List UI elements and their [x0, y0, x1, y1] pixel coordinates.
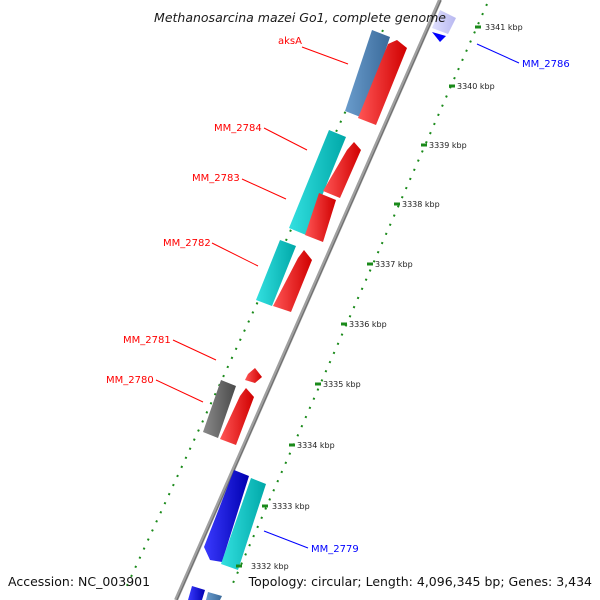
gene-label-MM_2779[interactable]: MM_2779: [311, 544, 359, 555]
gene-labels: aksA MM_2784 MM_2783 MM_2782 MM_2781 MM_…: [106, 36, 570, 555]
tick-label: 3340 kbp: [457, 82, 495, 91]
tick-labels: 3341 kbp 3340 kbp 3339 kbp 3338 kbp 3337…: [251, 23, 523, 571]
gene-MM_2779-reverse-cyan: [221, 478, 266, 570]
gene-features: [188, 10, 456, 600]
gene-MM_2783-forward: [305, 193, 336, 242]
gene-MM_2781-forward: [245, 368, 262, 383]
gene-MM_2782-reverse: [256, 240, 296, 306]
gene-label-MM_2780[interactable]: MM_2780: [106, 375, 154, 386]
gene-label-MM_2782[interactable]: MM_2782: [163, 238, 211, 249]
tick-label: 3337 kbp: [375, 260, 413, 269]
accession-text: Accession: NC_003901: [8, 574, 151, 589]
tick-marks: [236, 25, 481, 568]
gene-label-MM_2784[interactable]: MM_2784: [214, 123, 262, 134]
tick-label: 3338 kbp: [402, 200, 440, 209]
tick-label: 3336 kbp: [349, 320, 387, 329]
gene-MM_2780-forward: [220, 388, 254, 445]
gene-MM_2782-forward: [273, 250, 312, 312]
gene-MM_2786-arrow: [432, 32, 446, 42]
gene-MM_2786-reverse: [432, 10, 456, 34]
gene-bottom-steel: [206, 592, 222, 600]
tick-label: 3333 kbp: [272, 502, 310, 511]
tick-label: 3332 kbp: [251, 562, 289, 571]
label-leader-lines: [155, 43, 520, 549]
gene-MM_2784-reverse: [289, 130, 346, 235]
gene-MM_2779-reverse-blue: [204, 470, 249, 562]
genome-summary-text: Topology: circular; Length: 4,096,345 bp…: [248, 574, 592, 589]
gene-label-MM_2781[interactable]: MM_2781: [123, 335, 171, 346]
genome-backbone: [174, 0, 442, 600]
gene-label-MM_2786[interactable]: MM_2786: [522, 59, 570, 70]
map-title: Methanosarcina mazei Go1, complete genom…: [154, 10, 446, 25]
gene-gray-feature: [203, 380, 236, 438]
gene-label-MM_2783[interactable]: MM_2783: [192, 173, 240, 184]
tick-label: 3341 kbp: [485, 23, 523, 32]
gene-label-aksA[interactable]: aksA: [278, 36, 302, 47]
gene-MM_2784-forward: [323, 142, 361, 198]
tick-label: 3335 kbp: [323, 380, 361, 389]
tick-label: 3339 kbp: [429, 141, 467, 150]
gene-bottom-blue: [188, 586, 205, 600]
tick-label: 3334 kbp: [297, 441, 335, 450]
gene-aksA-forward: [358, 40, 407, 125]
gene-aksA-reverse: [345, 30, 390, 118]
